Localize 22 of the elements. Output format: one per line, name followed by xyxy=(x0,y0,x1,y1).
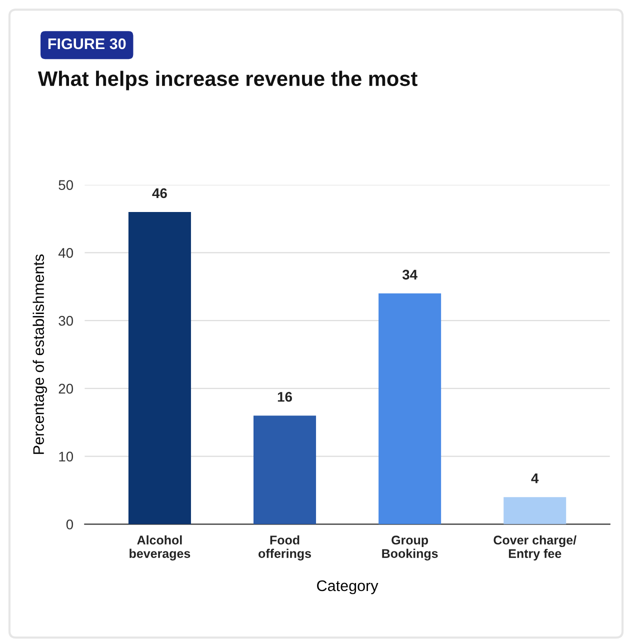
y-axis-title: Percentage of establishments xyxy=(32,254,48,454)
x-tick-label: Food offerings xyxy=(258,535,311,560)
x-tick-label: Group Bookings xyxy=(382,536,438,560)
y-tick-label: 30 xyxy=(58,316,74,326)
x-tick-label: Alcohol beverages xyxy=(130,535,190,560)
x-axis-title: Category xyxy=(317,580,378,594)
bar xyxy=(504,497,566,524)
x-tick-label: Cover charge/ Entry fee xyxy=(494,535,576,560)
data-label: 34 xyxy=(402,270,418,280)
y-tick-label: 40 xyxy=(58,248,74,258)
bar xyxy=(128,212,191,524)
data-label: 16 xyxy=(278,392,292,402)
y-tick-label: 50 xyxy=(58,180,74,190)
y-tick-label: 0 xyxy=(66,520,74,530)
data-label: 46 xyxy=(152,188,167,198)
data-label: 4 xyxy=(531,474,539,484)
caption: FIGURE 30 xyxy=(48,38,126,50)
y-tick-label: 10 xyxy=(59,452,74,462)
bar xyxy=(378,293,442,524)
y-tick-label: 20 xyxy=(58,384,74,394)
bar xyxy=(254,416,316,524)
chart-title: What helps increase revenue the most xyxy=(38,70,418,90)
